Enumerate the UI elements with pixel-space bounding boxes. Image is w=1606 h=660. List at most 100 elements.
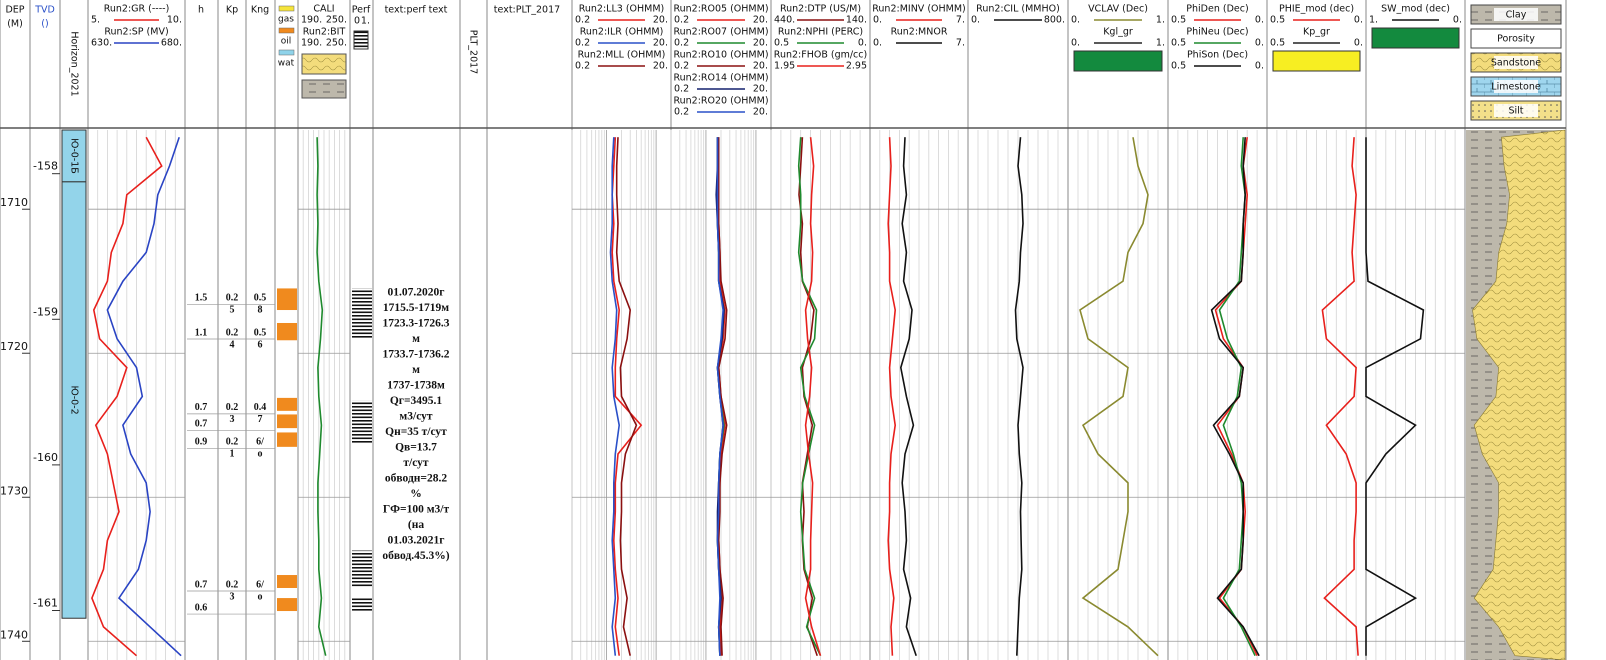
curve-name: Run2:SP (MV): [104, 27, 168, 38]
h-value: 0.9: [195, 437, 208, 448]
h-value: 0.7: [195, 402, 208, 413]
log-curve: [887, 137, 897, 656]
lithology-label: Limestone: [1491, 82, 1541, 93]
log-curve: [106, 136, 182, 657]
scale-min: 630.: [91, 38, 112, 49]
curve-name: Run2:RO07 (OHMM): [673, 27, 768, 38]
scale-min: 0.5: [1171, 61, 1186, 72]
depth-unit: (M): [7, 19, 23, 30]
scale-max: 0.: [858, 38, 867, 49]
curve-name: Run2:BIT: [303, 27, 346, 38]
scale-min: 1.95: [774, 61, 795, 72]
scale-min: 0.2: [575, 15, 590, 26]
scale-min: 0.2: [674, 84, 689, 95]
lithology-label-bg: [1494, 80, 1538, 93]
cali-sand-swatch: [301, 53, 347, 75]
scale-min: 0.: [873, 38, 882, 49]
scale-max: 0.: [1255, 15, 1264, 26]
lithology-sand: [1472, 129, 1566, 660]
curve-name: Run2:MINV (OHMM): [872, 4, 966, 15]
pay-interval: [277, 397, 297, 411]
scale-max: 1.: [1156, 38, 1165, 49]
kng-value: 6: [258, 339, 263, 350]
scale-max: 0.: [1255, 38, 1264, 49]
perf-text-line: обвод.45.3%): [382, 550, 449, 562]
lithology-label: Sandstone: [1491, 58, 1541, 69]
scale-max: 140.: [846, 15, 867, 26]
perf-text-line: %: [410, 488, 422, 500]
horizon-zone: [61, 181, 87, 619]
plt-text-title: text:PLT_2017: [494, 5, 560, 16]
curve-name: Run2:RO14 (OHMM): [673, 73, 768, 84]
fill-name: Kgl_gr: [1103, 27, 1133, 38]
kp-value: 0.2: [226, 402, 239, 413]
kp-value: 4: [230, 339, 235, 350]
curve-name: Run2:MLL (OHMM): [578, 50, 666, 61]
scale-min: 0.5: [1270, 38, 1285, 49]
depth-label: 1720: [0, 340, 28, 353]
tvd-title: TVD: [34, 5, 55, 16]
fluid-name: oil: [281, 37, 292, 47]
kp-value: 0.2: [226, 437, 239, 448]
horizon-zone: [61, 129, 87, 183]
fill-name: Kp_gr: [1303, 27, 1330, 38]
curve-name: Run2:DTP (US/M): [780, 4, 861, 15]
log-curve: [609, 137, 621, 656]
kng-value: 6/: [256, 579, 264, 590]
curve-name: Run2:CIL (MMHO): [976, 4, 1060, 15]
scale-min: 0.5: [774, 38, 789, 49]
curve-name: Run2:LL3 (OHMM): [579, 4, 665, 15]
log-curve: [1210, 137, 1260, 657]
log-curve: [1014, 137, 1024, 656]
scale-min: 0.2: [674, 38, 689, 49]
scale-max: 20.: [653, 38, 668, 49]
plt-title: PLT_2017: [468, 30, 479, 74]
curve-name: SW_mod (dec): [1381, 4, 1450, 15]
depth-label: 1730: [0, 484, 28, 497]
lithology-label-bg: [1494, 8, 1538, 21]
h-value: 0.7: [195, 579, 208, 590]
perf-text-line: т/сут: [403, 457, 429, 469]
tvd-unit: (): [41, 19, 48, 30]
scale-min: 0.5: [1171, 38, 1186, 49]
perf-text-line: м: [412, 333, 420, 345]
perf-text-line: м3/сут: [399, 411, 432, 423]
scale-min: 0.5: [1270, 15, 1285, 26]
log-curve: [1079, 137, 1159, 657]
pay-interval: [277, 598, 297, 612]
scale-min: 0.: [971, 15, 980, 26]
scale-max: 20.: [753, 15, 768, 26]
lithology-label-bg: [1494, 104, 1538, 117]
log-curve: [899, 137, 917, 656]
horizon-label: Ю-0-2: [69, 385, 80, 414]
kng-value: 0.5: [254, 293, 267, 304]
tvd-label: -158: [33, 160, 58, 173]
scale-max: 0.: [1453, 15, 1462, 26]
curve-name: VCLAV (Dec): [1088, 4, 1148, 15]
pay-interval: [277, 322, 297, 341]
kng-value: o: [258, 449, 263, 460]
perf-text-line: Qв=13.7: [395, 442, 437, 454]
curve-name: PhiDen (Dec): [1186, 4, 1248, 15]
perf-interval: [352, 288, 372, 339]
curve-name: Run2:FHOB (gm/cc): [774, 50, 867, 61]
perf-text-line: 01.03.2021г: [388, 535, 445, 547]
kp-value: 3: [230, 591, 235, 602]
log-curve: [717, 137, 728, 656]
scale-min: 0.: [873, 15, 882, 26]
h-value: 1.1: [195, 327, 208, 338]
scale-min: 0.: [1071, 15, 1080, 26]
curve-name: PhiSon (Dec): [1187, 50, 1248, 61]
scale-min: 0.5: [1171, 15, 1186, 26]
scale-max: 0.: [1354, 15, 1363, 26]
scale-max: 7.: [956, 38, 965, 49]
perf-legend: [353, 30, 369, 50]
perf-text-line: м: [412, 364, 420, 376]
lithology-label-bg: [1494, 56, 1538, 69]
kp-value: 0.2: [226, 579, 239, 590]
scale-max: 1.: [1156, 15, 1165, 26]
scale-max: 20.: [653, 61, 668, 72]
pay-interval: [277, 575, 297, 588]
lithology-label-bg: [1494, 32, 1538, 45]
perf-interval: [352, 400, 372, 444]
